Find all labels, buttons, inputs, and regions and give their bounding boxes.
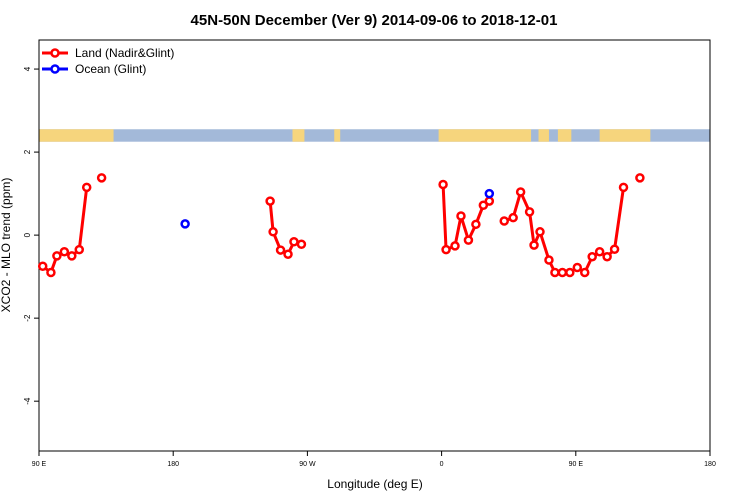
data-point [565,267,575,278]
series-line [41,187,89,274]
series-layer [37,173,645,278]
data-point [283,249,293,259]
x-axis-label: Longitude (deg E) [327,477,422,491]
x-tick-label: 90 E [569,461,584,468]
x-axis: 90 E 180 90 W 0 90 E 180 [32,451,716,468]
data-point [529,240,539,250]
data-point [275,245,286,255]
data-point [289,237,299,247]
data-point [67,251,77,261]
land-block [557,129,572,142]
data-point [609,244,620,254]
data-point [484,196,495,206]
x-tick-label: 90 W [299,461,316,468]
legend-label: Ocean (Glint) [75,62,146,76]
chart-title: 45N-50N December (Ver 9) 2014-09-06 to 2… [191,12,558,29]
y-tick-label: 0 [23,232,32,237]
x-tick-label: 0 [440,461,444,468]
data-point [46,267,56,278]
data-point [463,235,474,245]
land-block [538,129,549,142]
data-point [635,173,645,183]
data-point [499,216,509,226]
data-point [180,219,190,229]
x-tick-label: 90 E [32,461,47,468]
map-strip [39,129,710,142]
y-tick-label: -4 [23,397,32,405]
data-point [59,246,70,257]
data-point [52,251,62,261]
series-1 [180,188,495,229]
land-block [334,129,341,142]
data-point [478,200,489,210]
y-tick-label: -2 [23,314,32,322]
data-point [268,227,278,237]
data-point [37,261,48,272]
data-point [296,239,307,250]
y-tick-label: 4 [23,66,32,71]
land-block [39,129,114,142]
data-point [456,211,466,221]
plot-frame [38,39,711,452]
y-tick-label: 2 [23,149,32,154]
y-axis-label: XCO2 - MLO trend (ppm) [0,178,13,313]
land-block [438,129,532,142]
data-point [618,182,629,193]
x-tick-label: 180 [167,461,179,468]
data-point [602,251,612,262]
data-point [438,179,448,190]
legend: Land (Nadir&Glint) Ocean (Glint) [42,46,174,76]
series-0 [37,173,645,278]
data-point [484,188,495,199]
data-point [515,187,526,197]
land-block [599,129,651,142]
data-point [96,173,107,183]
legend-label: Land (Nadir&Glint) [75,46,174,60]
data-point [508,212,518,223]
x-tick-label: 180 [704,461,716,468]
data-point [524,207,535,217]
y-axis: -4 -2 0 2 4 [23,66,39,405]
data-point [550,267,560,278]
data-point [265,196,275,206]
data-point [572,262,583,273]
legend-marker [50,48,60,58]
land-block [292,129,305,142]
data-point [471,219,481,230]
data-point [441,244,451,255]
legend-marker [50,64,60,74]
data-point [81,182,92,193]
data-point [535,227,545,237]
data-point [557,267,568,278]
data-point [587,251,597,262]
data-point [544,255,554,265]
data-point [74,244,85,255]
data-point [594,246,605,257]
data-point [579,267,590,278]
data-point [450,241,460,251]
